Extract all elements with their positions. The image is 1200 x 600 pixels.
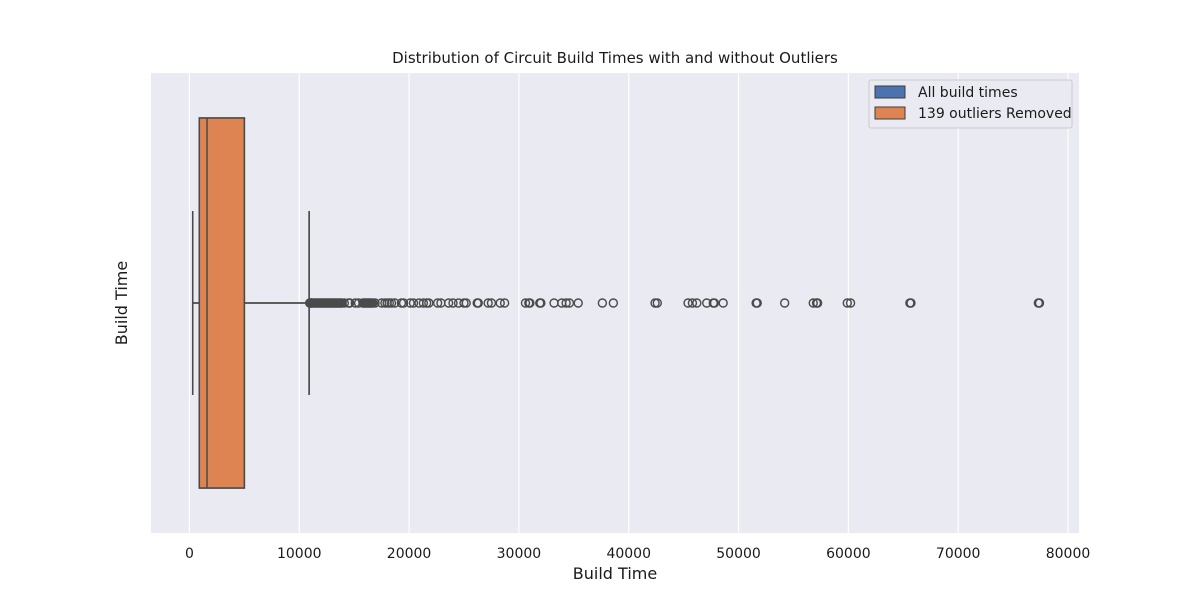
outlier-point [461,298,471,308]
outlier-point [386,298,397,308]
box-outliers-removed [191,117,310,489]
outlier-point [608,298,619,308]
box-series [191,117,310,489]
outlier-point [443,298,454,308]
outlier-point [842,298,852,308]
outlier-point [495,298,505,308]
outlier-point [808,298,818,308]
outlier-point [520,298,531,308]
x-tick-label: 30000 [497,546,542,562]
outlier-point [687,298,698,308]
outlier-point [597,298,608,308]
outlier-point [424,298,434,308]
y-axis-label: Build Time [112,261,131,345]
outlier-point [573,298,583,308]
x-axis-ticks: 0 10000 20000 30000 40000 50000 60000 70000 8000… [185,546,1090,562]
x-tick-label: 80000 [1046,546,1091,562]
outlier-point [483,298,493,308]
outlier-point [448,298,458,308]
outlier-point [486,298,497,308]
box-iqr [198,117,246,489]
legend-swatch-outliers-removed [874,106,906,120]
x-tick-label: 40000 [606,546,651,562]
x-tick-label: 0 [185,546,194,562]
outlier-point [345,298,355,308]
outlier-point [845,298,856,308]
outlier-point [709,298,720,308]
x-axis-label: Build Time [573,564,657,583]
legend-frame [868,79,1073,129]
x-tick-label: 10000 [277,546,322,562]
outlier-point [752,298,762,308]
x-tick-label: 60000 [826,546,871,562]
outlier-point [408,298,419,308]
outlier-point [418,298,429,308]
outlier-point [473,298,483,308]
outlier-point [906,298,916,308]
outlier-point [692,298,702,308]
outlier-point [561,298,571,308]
outlier-point [499,298,510,308]
x-tick-label: 50000 [716,546,761,562]
outlier-points [304,298,1045,308]
x-tick-label: 70000 [936,546,981,562]
outlier-point [536,298,546,308]
outlier-point [652,298,662,308]
chart-title: Distribution of Circuit Build Times with… [392,49,838,67]
outlier-point [525,298,535,308]
outlier-point [1034,298,1045,308]
legend-label-outliers-removed: 139 outliers Removed [918,106,1072,122]
x-tick-label: 20000 [387,546,432,562]
outlier-point [564,298,575,308]
outlier-point [779,298,790,308]
outlier-point [398,298,409,308]
outlier-point [405,298,415,308]
outlier-point [718,298,728,308]
outlier-point [390,298,400,308]
outlier-point [812,298,823,308]
outlier-point [370,298,380,308]
outlier-point [339,298,349,308]
legend: All build times 139 outliers Removed [868,79,1073,129]
outlier-point [683,298,693,308]
outlier-point [432,298,443,308]
legend-swatch-all-build-times [874,85,906,99]
legend-label-all-build-times: All build times [918,85,1018,101]
